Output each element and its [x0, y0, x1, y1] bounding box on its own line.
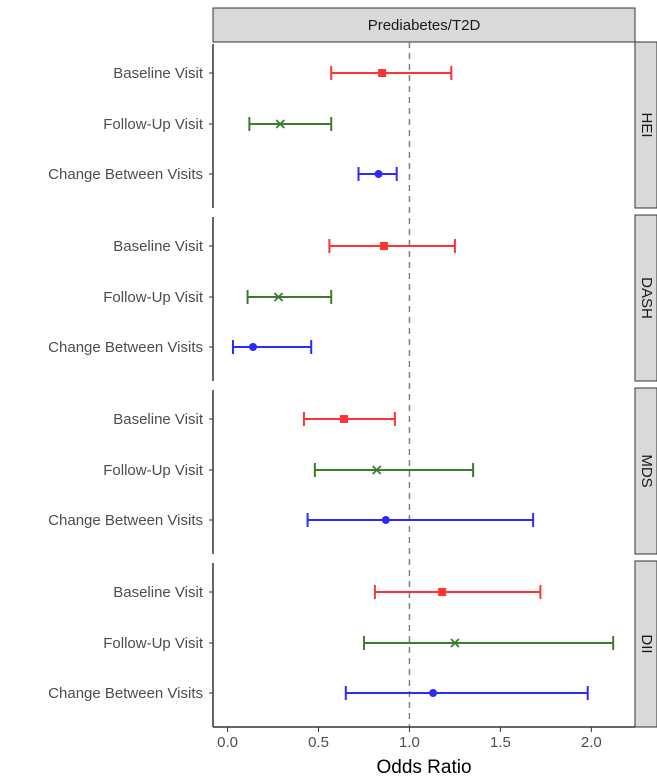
point-estimate [249, 343, 258, 351]
panel-strip-label: DII [638, 634, 655, 653]
panel-strip [634, 560, 657, 728]
panel-strip [634, 387, 657, 555]
row-label: Follow-Up Visit [103, 289, 204, 306]
row-label: Change Between Visits [48, 512, 203, 529]
row-label: Change Between Visits [48, 339, 203, 356]
x-tick-label: 1.0 [399, 734, 420, 751]
panel-strip-label: MDS [638, 454, 655, 487]
row-label: Follow-Up Visit [103, 116, 204, 133]
x-marker-stroke [275, 119, 285, 129]
point-estimate [273, 292, 284, 302]
panel-strip-label: HEI [638, 112, 655, 137]
row-label: Change Between Visits [48, 166, 203, 183]
x-tick-label: 2.0 [581, 734, 602, 751]
x-marker-stroke [372, 465, 382, 475]
panel-strip-label: DASH [638, 277, 655, 319]
row-label: Baseline Visit [113, 65, 204, 82]
row-label: Baseline Visit [113, 584, 204, 601]
panel-dash: DASH Baseline Visit Follow-Up Visit Change … [48, 214, 657, 382]
panel-mds: MDS Baseline Visit Follow-Up Visit Change B… [48, 387, 657, 555]
x-marker-stroke [273, 292, 284, 302]
x-tick-label: 0.0 [217, 734, 238, 751]
point-estimate [372, 465, 382, 475]
panel-strip [634, 41, 657, 209]
point-estimate [438, 588, 447, 596]
panel-dii: DII Baseline Visit Follow-Up Visit Change B… [48, 560, 657, 728]
x-marker-stroke [450, 638, 460, 648]
row-label: Baseline Visit [113, 411, 204, 428]
x-tick-label: 0.5 [308, 734, 329, 751]
row-label: Change Between Visits [48, 685, 203, 702]
point-estimate [378, 69, 387, 77]
point-estimate [450, 638, 460, 648]
point-estimate [379, 242, 388, 250]
point-estimate [339, 415, 348, 423]
point-estimate [429, 689, 438, 697]
row-label: Follow-Up Visit [103, 462, 204, 479]
column-strip-label: Prediabetes/T2D [368, 17, 481, 34]
x-tick-label: 1.5 [490, 734, 511, 751]
x-axis-title: Odds Ratio [376, 757, 471, 778]
panel-strip [634, 214, 657, 382]
panel-hei: HEI Baseline Visit Follow-Up Visit Change B… [48, 41, 657, 209]
point-estimate [374, 170, 383, 178]
point-estimate [381, 516, 390, 524]
column-strip [212, 7, 636, 43]
row-label: Baseline Visit [113, 238, 204, 255]
point-estimate [275, 119, 285, 129]
row-label: Follow-Up Visit [103, 635, 204, 652]
